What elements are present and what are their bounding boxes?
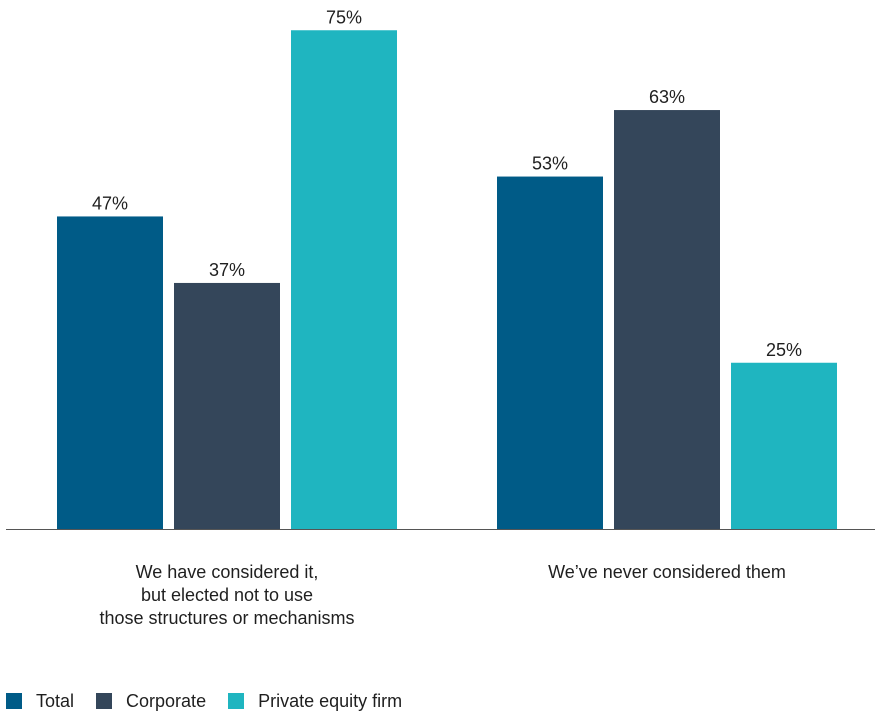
category-label-group-1: We have considered it, but elected not to…: [99, 562, 354, 628]
bar-total-group-2: [497, 176, 603, 530]
category-label-line: but elected not to use: [141, 585, 313, 605]
legend-swatch-private-equity: [228, 693, 245, 709]
data-label-total-group-1: 47%: [92, 193, 128, 213]
category-label-line: We’ve never considered them: [548, 562, 786, 582]
legend-item-corporate: Corporate: [96, 691, 206, 711]
category-label-line: We have considered it,: [136, 562, 319, 582]
data-label-private-equity-firm-group-1: 75%: [326, 7, 362, 27]
legend-swatch-corporate: [96, 693, 113, 709]
data-label-corporate-group-1: 37%: [209, 260, 245, 280]
legend-item-private-equity: Private equity firm: [228, 691, 402, 711]
bar-corporate-group-1: [174, 282, 280, 529]
bar-private-equity-firm-group-1: [291, 30, 397, 529]
legend-label-private-equity: Private equity firm: [258, 691, 403, 711]
data-label-private-equity-firm-group-2: 25%: [766, 340, 802, 360]
category-label-line: those structures or mechanisms: [99, 608, 354, 628]
legend-swatch-total: [6, 693, 22, 709]
legend-label-total: Total: [36, 691, 75, 711]
bar-corporate-group-2: [614, 110, 720, 530]
bar-private-equity-firm-group-2: [731, 362, 837, 529]
bar-total-group-1: [57, 216, 163, 529]
legend: Total Corporate Private equity firm: [6, 691, 424, 711]
category-label-group-2: We’ve never considered them: [548, 562, 786, 582]
legend-label-corporate: Corporate: [126, 691, 207, 711]
data-label-total-group-2: 53%: [532, 154, 568, 174]
chart-canvas: 47% 37% 75% We have considered it, but elect…: [6, 7, 875, 628]
data-label-corporate-group-2: 63%: [649, 87, 685, 107]
legend-item-total: Total: [6, 691, 74, 711]
